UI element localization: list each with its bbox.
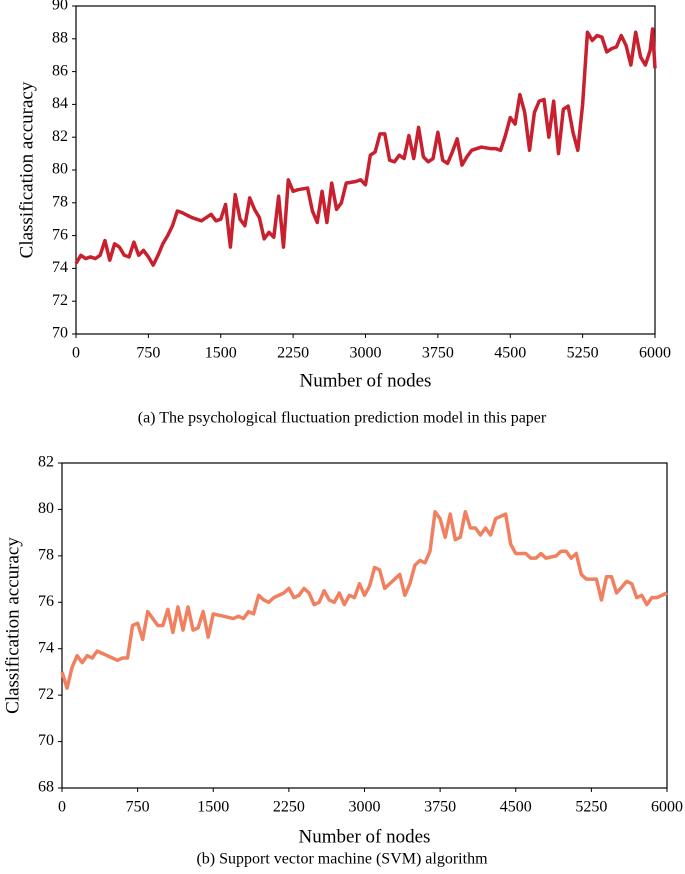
y-tick-label: 82 — [52, 128, 68, 145]
y-tick-label: 70 — [52, 325, 68, 342]
y-tick-label: 70 — [38, 732, 54, 749]
x-tick-label: 3750 — [422, 345, 454, 362]
plot-frame — [75, 5, 656, 335]
y-tick-label: 72 — [38, 686, 54, 703]
x-axis-label: Number of nodes — [300, 370, 432, 391]
data-line — [74, 27, 657, 267]
x-tick-label: 4500 — [494, 345, 526, 362]
y-tick-label: 86 — [52, 62, 68, 79]
caption: (a) The psychological fluctuation predic… — [138, 410, 547, 427]
x-tick-label: 5250 — [567, 345, 599, 362]
data-line — [60, 510, 668, 690]
y-axis-label: Classification accuracy — [2, 537, 23, 714]
y-tick-label: 74 — [38, 639, 54, 656]
x-tick-label: 1500 — [197, 799, 229, 816]
y-tick-label: 76 — [38, 593, 54, 610]
x-tick-label: 0 — [72, 345, 80, 362]
y-tick-label: 80 — [38, 500, 54, 517]
y-axis-label: Classification accuracy — [16, 81, 37, 258]
x-tick-label: 0 — [58, 799, 66, 816]
x-tick-label: 5250 — [575, 799, 607, 816]
x-tick-label: 3750 — [424, 799, 456, 816]
x-tick-label: 6000 — [639, 345, 671, 362]
x-tick-label: 3000 — [349, 799, 381, 816]
y-tick-label: 88 — [52, 29, 68, 46]
y-tick-label: 78 — [38, 547, 54, 564]
x-tick-label: 6000 — [651, 799, 683, 816]
y-tick-label: 72 — [52, 292, 68, 309]
y-tick-label: 74 — [52, 259, 68, 276]
y-tick-label: 84 — [52, 95, 68, 112]
y-tick-label: 80 — [52, 161, 68, 178]
x-tick-label: 2250 — [277, 345, 309, 362]
x-axis-label: Number of nodes — [299, 826, 431, 847]
y-tick-label: 78 — [52, 193, 68, 210]
x-tick-label: 1500 — [205, 345, 237, 362]
y-tick-label: 90 — [52, 0, 68, 14]
y-tick-label: 76 — [52, 226, 68, 243]
x-tick-label: 4500 — [500, 799, 532, 816]
x-tick-label: 750 — [136, 345, 160, 362]
x-tick-label: 3000 — [350, 345, 382, 362]
caption: (b) Support vector machine (SVM) algorit… — [196, 851, 488, 868]
y-tick-label: 82 — [38, 454, 54, 471]
x-tick-label: 2250 — [273, 799, 305, 816]
x-tick-label: 750 — [126, 799, 150, 816]
plot-frame — [61, 462, 668, 789]
y-tick-label: 68 — [38, 779, 54, 796]
